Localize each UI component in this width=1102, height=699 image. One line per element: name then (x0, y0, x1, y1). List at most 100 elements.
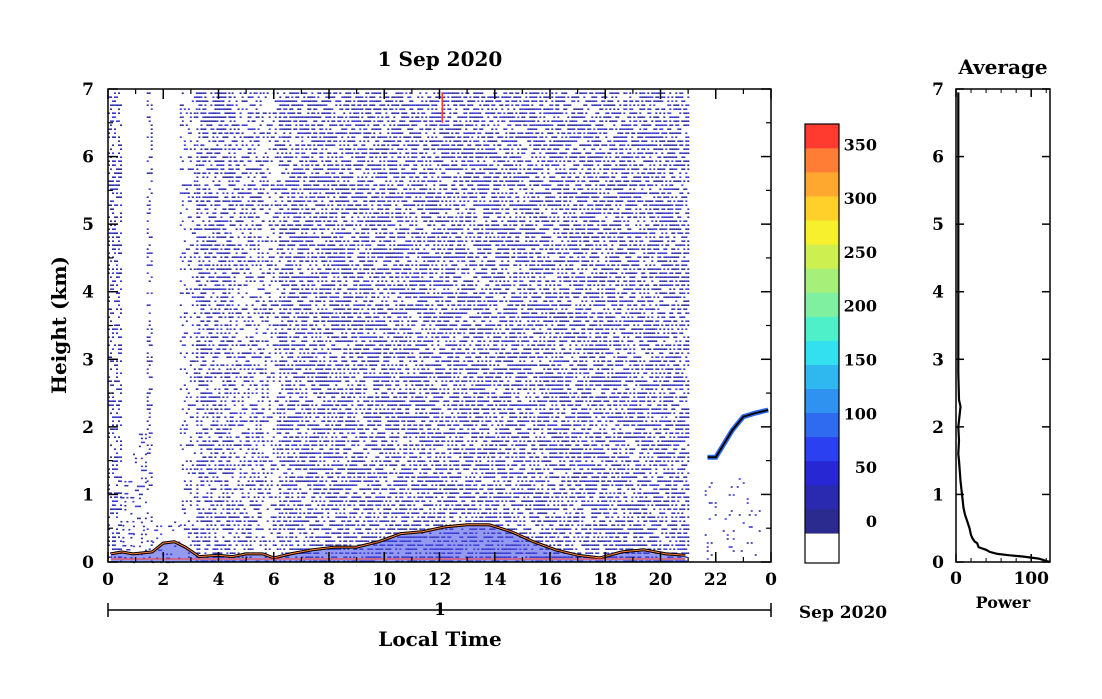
heatmap-cell (189, 216, 192, 218)
heatmap-cell (305, 408, 308, 410)
heatmap-cell (249, 92, 252, 94)
heatmap-cell (309, 160, 312, 162)
heatmap-cell (212, 420, 215, 422)
heatmap-cell (200, 420, 203, 422)
heatmap-cell (216, 192, 219, 194)
heatmap-cell (289, 400, 292, 402)
heatmap-cell (202, 308, 205, 310)
heatmap-cell (257, 256, 260, 258)
heatmap-cell (239, 312, 242, 314)
heatmap-cell (193, 532, 196, 534)
heatmap-cell (279, 312, 282, 314)
heatmap-cell (114, 92, 116, 94)
heatmap-cell (323, 136, 326, 138)
heatmap-cell (299, 248, 302, 250)
heatmap-cell (253, 200, 256, 202)
heatmap-cell (218, 104, 221, 106)
heatmap-cell (208, 216, 211, 218)
heatmap-cell (270, 484, 273, 486)
heatmap-cell (235, 220, 238, 222)
heatmap-cell (249, 212, 252, 214)
heatmap-cell (206, 228, 209, 230)
heatmap-cell (307, 212, 310, 214)
heatmap-cell (309, 488, 312, 490)
heatmap-cell (301, 128, 304, 130)
heatmap-cell (204, 244, 207, 246)
heatmap-cell (245, 100, 248, 102)
heatmap-cell (122, 528, 125, 531)
heatmap-cell (305, 156, 308, 158)
heatmap-cell (268, 376, 271, 378)
heatmap-cell (266, 376, 269, 378)
heatmap-cell (179, 432, 182, 434)
heatmap-cell (285, 304, 288, 306)
heatmap-cell (202, 528, 205, 530)
heatmap-cell (222, 200, 225, 202)
heatmap-cell (144, 549, 147, 552)
heatmap-cell (279, 196, 282, 198)
heatmap-cell (120, 388, 122, 390)
heatmap-cell (210, 492, 213, 494)
heatmap-cell (224, 332, 227, 334)
heatmap-cell (220, 168, 223, 170)
heatmap-cell (283, 492, 286, 494)
heatmap-cell (319, 196, 322, 198)
heatmap-cell (268, 492, 271, 494)
heatmap-cell (289, 520, 292, 522)
heatmap-cell (204, 460, 207, 462)
heatmap-cell (299, 488, 302, 490)
heatmap-cell (210, 316, 213, 318)
heatmap-cell (287, 112, 290, 114)
heatmap-cell (268, 208, 271, 210)
heatmap-cell (218, 304, 221, 306)
heatmap-cell (276, 520, 279, 522)
heatmap-cell (116, 196, 118, 198)
heatmap-cell (181, 200, 184, 202)
heatmap-cell (224, 440, 227, 442)
heatmap-cell (261, 528, 264, 530)
heatmap-cell (179, 352, 182, 354)
heatmap-cell (327, 228, 330, 230)
heatmap-cell (309, 196, 312, 198)
heatmap-cell (206, 208, 209, 210)
heatmap-cell (301, 200, 304, 202)
heatmap-cell (307, 308, 310, 310)
heatmap-cell (303, 200, 306, 202)
heatmap-cell (291, 176, 294, 178)
heatmap-cell (245, 212, 248, 214)
heatmap-cell (259, 356, 262, 358)
heatmap-cell (253, 476, 256, 478)
heatmap-cell (247, 276, 250, 278)
heatmap-cell (150, 128, 153, 130)
heatmap-cell (303, 532, 306, 534)
heatmap-cell (291, 400, 294, 402)
heatmap-cell (214, 132, 217, 134)
heatmap-cell (208, 464, 211, 466)
heatmap-cell (323, 188, 326, 190)
heatmap-cell (251, 376, 254, 378)
heatmap-cell (216, 268, 219, 270)
heatmap-cell (285, 432, 288, 434)
heatmap-cell (110, 508, 112, 510)
heatmap-cell (305, 240, 308, 242)
heatmap-cell (196, 496, 199, 498)
heatmap-cell (305, 120, 308, 122)
heatmap-cell (114, 260, 116, 262)
heatmap-cell (200, 380, 203, 382)
heatmap-cell (120, 348, 122, 350)
heatmap-cell (319, 392, 322, 394)
heatmap-cell (327, 312, 330, 314)
heatmap-cell (200, 144, 203, 146)
heatmap-cell (289, 244, 292, 246)
heatmap-cell (251, 484, 254, 486)
heatmap-cell (118, 388, 120, 390)
heatmap-cell (118, 324, 120, 326)
heatmap-cell (325, 532, 328, 534)
heatmap-cell (233, 112, 236, 114)
heatmap-cell (309, 144, 312, 146)
heatmap-cell (198, 268, 201, 270)
heatmap-cell (114, 544, 116, 546)
heatmap-cell (231, 132, 234, 134)
heatmap-cell (224, 200, 227, 202)
heatmap-cell (321, 216, 324, 218)
